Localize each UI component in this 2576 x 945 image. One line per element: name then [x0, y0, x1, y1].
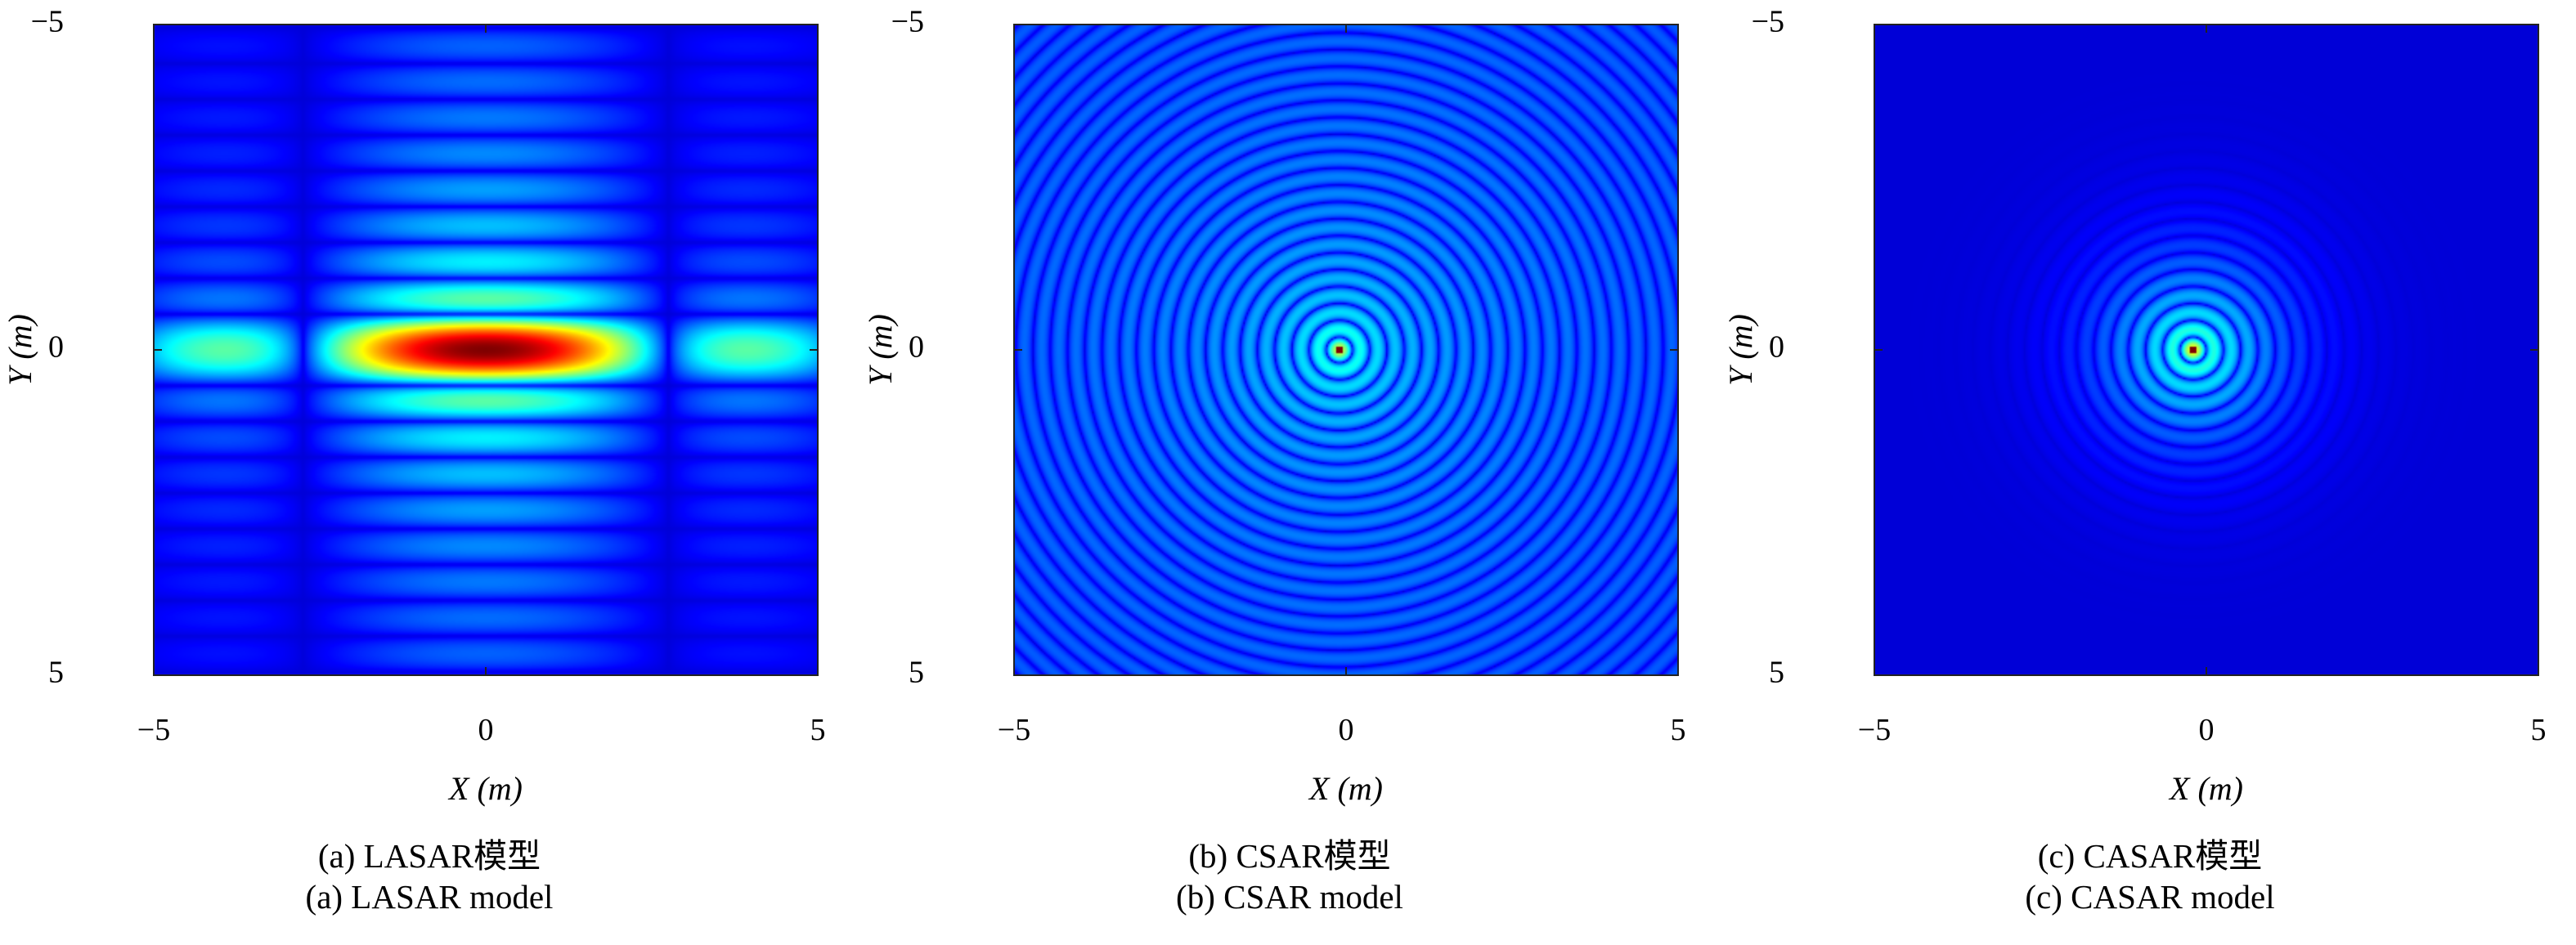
chart-lasar: −5 0 5 −5 0 5 X (m) Y (m) — [2, 5, 826, 807]
x-axis-label: X (m) — [2168, 770, 2243, 807]
heatmap-image — [1014, 25, 1678, 675]
caption-cn: (b) CSAR模型 — [1188, 837, 1391, 875]
chart-csar: −5 0 5 −5 0 5 X (m) Y (m) — [862, 5, 1686, 807]
y-tick-label: 5 — [48, 656, 64, 690]
y-axis-label: Y (m) — [2, 314, 38, 386]
y-tick-label: 5 — [909, 656, 924, 690]
caption-cn: (c) CASAR模型 — [2037, 837, 2263, 875]
y-axis-label: Y (m) — [862, 314, 899, 386]
y-tick-label: −5 — [31, 5, 64, 39]
x-tick-label: 0 — [1339, 713, 1354, 747]
panel-casar: −5 0 5 −5 0 5 X (m) Y (m) (c) CASAR模型 (c… — [1721, 0, 2576, 945]
y-tick-label: 5 — [1769, 656, 1784, 690]
x-tick-label: 5 — [810, 713, 826, 747]
heatmap-image — [154, 25, 818, 675]
caption-en: (a) LASAR model — [305, 878, 554, 916]
x-tick-label: 5 — [2531, 713, 2547, 747]
chart-casar: −5 0 5 −5 0 5 X (m) Y (m) — [1722, 5, 2547, 807]
panel-csar: −5 0 5 −5 0 5 X (m) Y (m) (b) CSAR模型 (b)… — [860, 0, 1719, 945]
caption-en: (b) CSAR model — [1176, 878, 1403, 916]
heatmap-image — [1874, 25, 2538, 675]
x-axis-label: X (m) — [1308, 770, 1383, 807]
caption-en: (c) CASAR model — [2025, 878, 2275, 916]
y-tick-label: 0 — [48, 330, 64, 365]
y-tick-label: 0 — [909, 330, 924, 365]
x-tick-label: 5 — [1671, 713, 1686, 747]
x-tick-label: −5 — [998, 713, 1030, 747]
x-axis-label: X (m) — [447, 770, 523, 807]
panel-lasar: −5 0 5 −5 0 5 X (m) Y (m) (a) LASAR模型 (a… — [0, 0, 859, 945]
y-tick-label: 0 — [1769, 330, 1784, 365]
y-axis-label: Y (m) — [1722, 314, 1759, 386]
caption-cn: (a) LASAR模型 — [317, 837, 541, 875]
x-tick-label: 0 — [478, 713, 494, 747]
x-tick-label: 0 — [2199, 713, 2215, 747]
y-tick-label: −5 — [891, 5, 924, 39]
x-tick-label: −5 — [1858, 713, 1891, 747]
y-tick-label: −5 — [1752, 5, 1784, 39]
x-tick-label: −5 — [137, 713, 170, 747]
